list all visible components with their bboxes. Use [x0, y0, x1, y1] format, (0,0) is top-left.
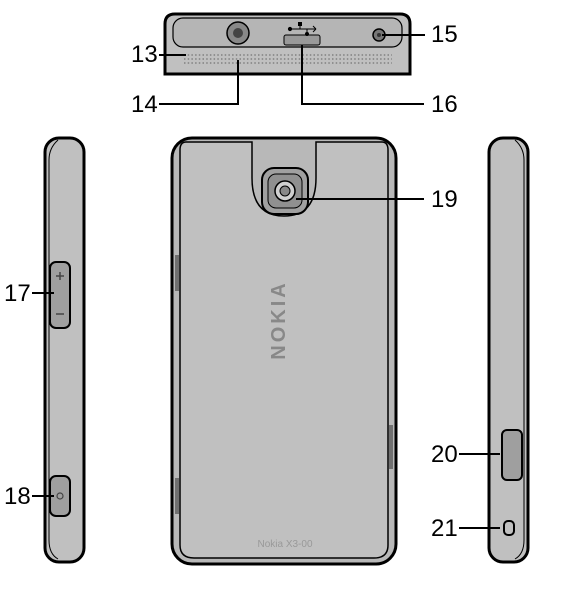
left-side-view — [45, 138, 84, 562]
callout-17: 17 — [4, 280, 31, 307]
callout-19: 19 — [431, 186, 458, 213]
brand-label: NOKIA — [268, 280, 290, 359]
callout-20: 20 — [431, 441, 458, 468]
top-view — [165, 14, 410, 74]
headphone-jack-icon — [227, 22, 249, 44]
callout-15: 15 — [431, 21, 458, 48]
callout-16: 16 — [431, 91, 458, 118]
camera-lens-icon — [262, 168, 308, 214]
callout-21: 21 — [431, 515, 458, 542]
callout-14: 14 — [131, 91, 158, 118]
right-side-view — [489, 138, 528, 562]
callout-18: 18 — [4, 483, 31, 510]
memory-card-slot-icon — [502, 430, 522, 480]
callout-13: 13 — [131, 41, 158, 68]
back-view: NOKIA Nokia X3-00 — [172, 138, 396, 564]
model-label: Nokia X3-00 — [257, 539, 312, 550]
volume-rocker-icon — [50, 262, 70, 328]
